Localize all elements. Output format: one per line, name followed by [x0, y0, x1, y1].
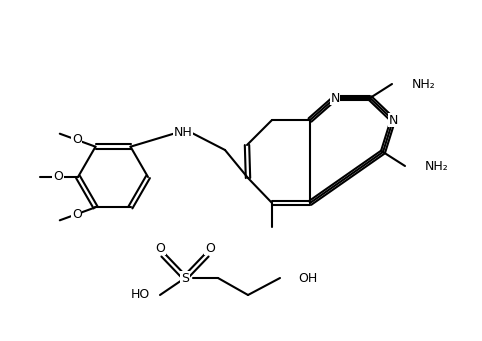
Text: N: N — [330, 91, 340, 104]
Text: O: O — [72, 208, 81, 221]
Text: NH₂: NH₂ — [425, 160, 449, 173]
Text: O: O — [53, 170, 63, 183]
Text: O: O — [205, 241, 215, 254]
Text: N: N — [388, 114, 398, 127]
Text: NH: NH — [174, 127, 192, 139]
Text: NH₂: NH₂ — [412, 77, 436, 90]
Text: O: O — [72, 133, 81, 146]
Text: OH: OH — [298, 271, 317, 284]
Text: S: S — [181, 271, 189, 284]
Text: HO: HO — [131, 288, 150, 301]
Text: O: O — [155, 241, 165, 254]
